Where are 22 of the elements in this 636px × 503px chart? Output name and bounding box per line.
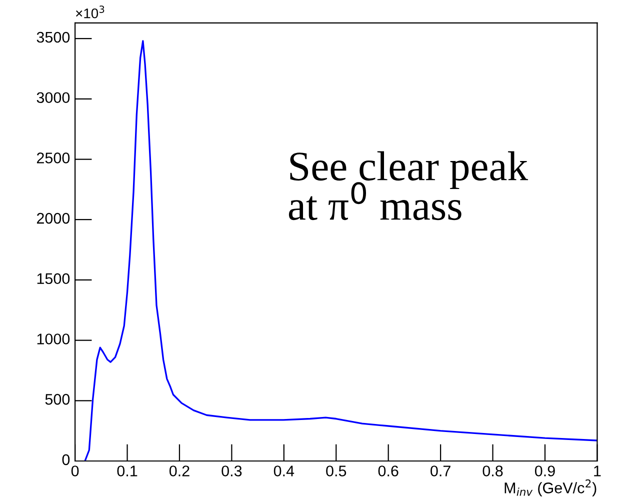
x-tick-label: 0.4 <box>274 466 294 476</box>
x-tick-label: 0.3 <box>222 466 242 476</box>
y-tick-label: 0 <box>62 454 70 466</box>
x-tick-label: 0.1 <box>117 466 138 476</box>
x-tick-label: 0.2 <box>169 466 190 476</box>
x-tick-label: 0.9 <box>534 466 555 476</box>
x-tick-label: 0 <box>71 466 79 476</box>
y-tick-label: 1000 <box>37 334 70 344</box>
y-tick-label: 2500 <box>36 152 70 164</box>
y-tick-label: 3000 <box>36 92 70 104</box>
text: ×10$^{3}$ <box>76 6 104 18</box>
x-axis-title: M$_{inv}$ (GeV/c$^{2}$) <box>504 479 596 496</box>
x-tick-label: 0.6 <box>378 466 398 476</box>
y-tick-label: 1500 <box>37 273 70 284</box>
x-tick-label: 0.8 <box>482 466 503 476</box>
x-tick-label: 0.7 <box>430 466 450 476</box>
annotation: See clear peak at π$^{0}$ mass <box>288 151 528 220</box>
y-tick-label: 500 <box>45 394 70 405</box>
y-tick-label: 3500 <box>36 32 70 43</box>
x-tick-label: 0.5 <box>326 466 346 476</box>
y-tick-label: 2000 <box>36 212 70 224</box>
x-tick-label: 1 <box>594 466 601 476</box>
